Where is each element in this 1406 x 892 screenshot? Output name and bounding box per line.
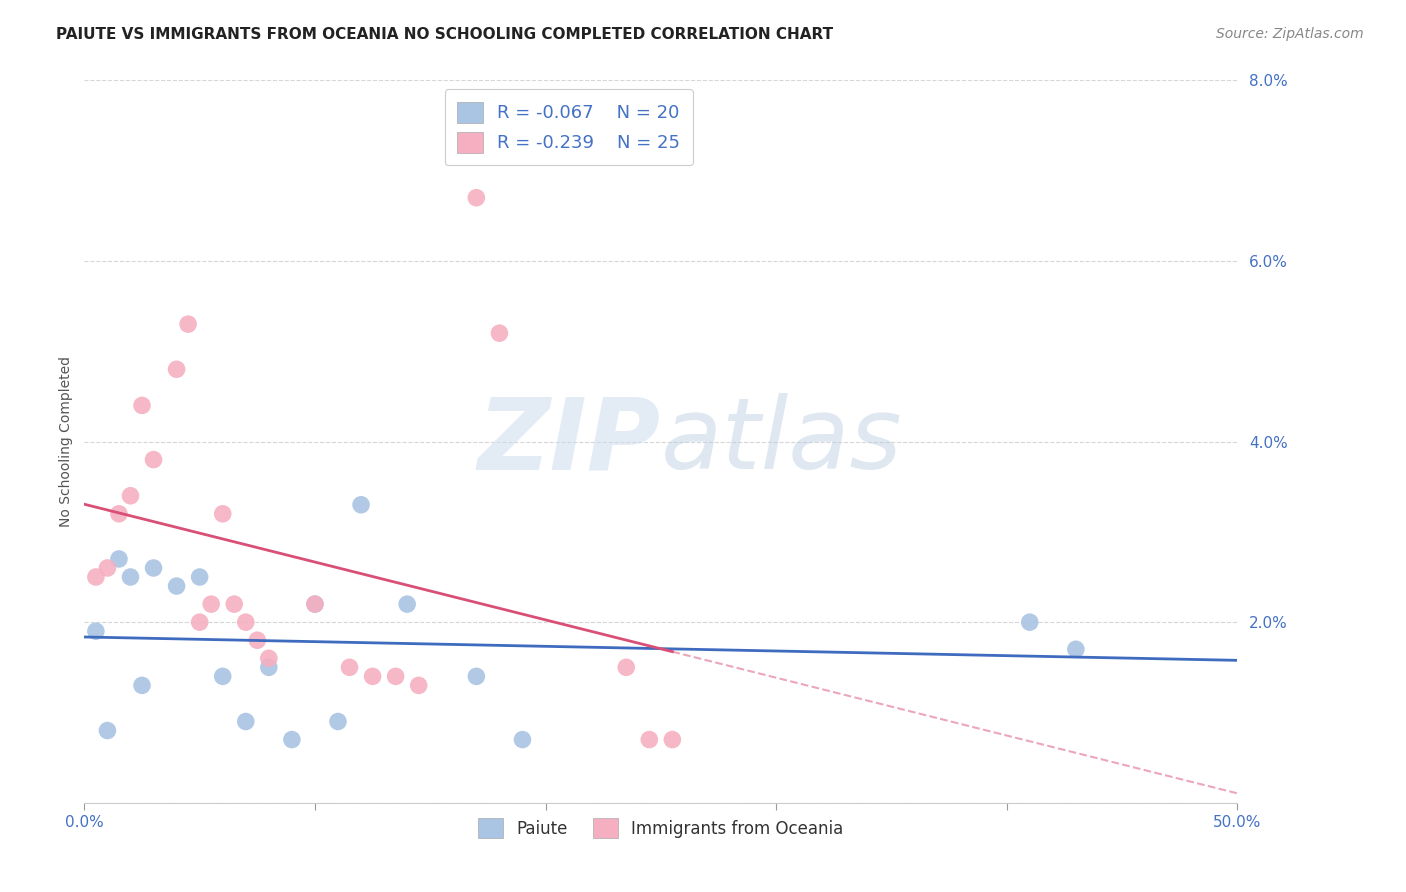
Point	[281, 732, 304, 747]
Point	[84, 624, 107, 639]
Point	[200, 597, 222, 611]
Text: ZIP: ZIP	[478, 393, 661, 490]
Point	[142, 452, 165, 467]
Text: Source: ZipAtlas.com: Source: ZipAtlas.com	[1216, 27, 1364, 41]
Point	[512, 732, 534, 747]
Text: atlas: atlas	[661, 393, 903, 490]
Point	[396, 597, 419, 611]
Point	[120, 570, 142, 584]
Point	[304, 597, 326, 611]
Point	[350, 498, 373, 512]
Point	[131, 398, 153, 412]
Point	[120, 489, 142, 503]
Point	[131, 678, 153, 692]
Point	[188, 570, 211, 584]
Point	[108, 552, 131, 566]
Point	[1018, 615, 1040, 630]
Point	[166, 362, 188, 376]
Text: PAIUTE VS IMMIGRANTS FROM OCEANIA NO SCHOOLING COMPLETED CORRELATION CHART: PAIUTE VS IMMIGRANTS FROM OCEANIA NO SCH…	[56, 27, 834, 42]
Point	[465, 191, 488, 205]
Y-axis label: No Schooling Completed: No Schooling Completed	[59, 356, 73, 527]
Point	[211, 669, 233, 683]
Point	[188, 615, 211, 630]
Point	[361, 669, 384, 683]
Point	[661, 732, 683, 747]
Point	[339, 660, 361, 674]
Point	[326, 714, 349, 729]
Point	[142, 561, 165, 575]
Point	[246, 633, 269, 648]
Point	[96, 723, 118, 738]
Point	[638, 732, 661, 747]
Point	[96, 561, 118, 575]
Point	[465, 669, 488, 683]
Point	[257, 660, 280, 674]
Point	[211, 507, 233, 521]
Point	[304, 597, 326, 611]
Point	[1064, 642, 1087, 657]
Point	[488, 326, 510, 340]
Point	[408, 678, 430, 692]
Point	[166, 579, 188, 593]
Point	[84, 570, 107, 584]
Point	[224, 597, 246, 611]
Point	[257, 651, 280, 665]
Point	[614, 660, 637, 674]
Legend: Paiute, Immigrants from Oceania: Paiute, Immigrants from Oceania	[471, 812, 851, 845]
Point	[235, 714, 257, 729]
Point	[384, 669, 406, 683]
Point	[108, 507, 131, 521]
Point	[235, 615, 257, 630]
Point	[177, 317, 200, 331]
